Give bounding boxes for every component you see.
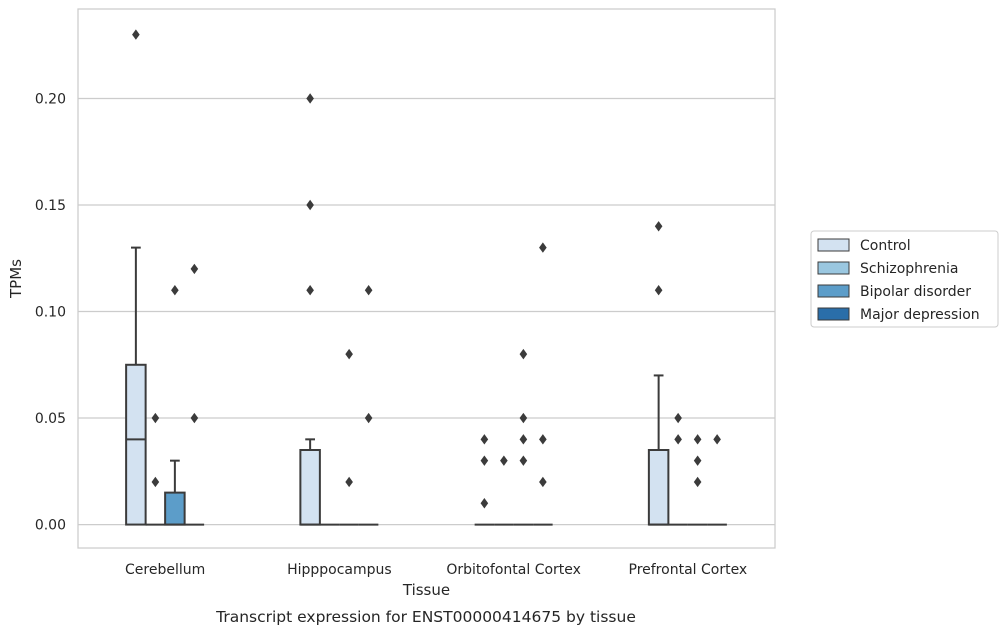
x-tick-labels: Cerebellum Hipppocampus Orbitofontal Corte… [125,562,747,578]
outlier-point [539,434,547,445]
box-group [164,285,186,526]
outlier-point [654,285,663,296]
box-group [184,263,205,526]
outlier-point [132,29,140,40]
box-group [145,412,166,526]
legend-swatch [817,238,850,252]
outlier-point [306,199,314,211]
legend-item: Bipolar disorder [817,284,971,300]
box-group [494,455,514,526]
y-tick-label: 0.00 [35,518,66,534]
box-group [474,434,495,526]
outlier-point [539,476,547,488]
box-group [687,434,708,526]
outlier-point [693,476,702,488]
legend-frame [810,230,999,328]
outlier-point [151,412,160,424]
outlier-point [364,412,373,424]
outlier-point [519,455,528,466]
y-tick-label: 0.15 [35,198,66,214]
legend-swatch [817,307,850,321]
legend-label: Control [860,238,911,254]
box-group [668,412,688,526]
legend-label: Bipolar disorder [860,284,971,300]
legend-items: Control Schizophrenia Bipolar disorder Majo… [817,238,980,323]
box-group [125,29,147,526]
outlier-point [713,434,721,445]
outlier-point [190,263,199,275]
box-group [647,221,670,526]
outlier-point [480,498,489,509]
box-group [358,285,379,526]
outlier-point [306,285,314,296]
box-group [707,434,727,526]
outlier-point [519,412,528,424]
y-tick-label: 0.05 [35,411,66,427]
outlier-point [151,476,160,488]
outlier-point [190,412,199,424]
box-group [339,348,359,526]
legend-item: Major depression [817,307,980,323]
gridlines [78,97,775,526]
outlier-point [480,434,489,445]
outlier-point [345,476,353,488]
outlier-point [345,348,353,360]
legend-swatch [817,261,850,275]
legend-label: Schizophrenia [860,261,958,277]
box-body [647,449,670,526]
y-tick-labels: 0.00 0.05 0.10 0.15 0.20 [35,91,66,533]
x-tick-label: Orbitofontal Cortex [446,562,581,578]
outlier-point [519,348,528,360]
chart-caption: Transcript expression for ENST0000041467… [215,608,636,626]
legend: Control Schizophrenia Bipolar disorder Majo… [810,230,999,328]
legend-item: Schizophrenia [817,261,958,277]
outlier-point [500,455,508,466]
box-group [513,348,534,526]
outlier-point [306,93,314,104]
outlier-point [674,434,682,445]
x-tick-label: Cerebellum [125,562,205,578]
y-axis-label: TPMs [7,259,25,299]
x-tick-label: Prefrontal Cortex [629,562,748,578]
box-body [299,449,321,526]
outlier-point [480,455,489,466]
box-body [164,491,186,526]
outlier-point [519,434,528,445]
outlier-point [654,221,663,232]
outlier-point [693,455,702,466]
outlier-point [539,242,547,253]
y-tick-label: 0.20 [35,91,66,107]
box-group [299,93,321,526]
outlier-point [693,434,702,445]
x-axis-label: Tissue [402,581,450,599]
x-tick-label: Hipppocampus [287,562,392,578]
box-body [125,363,147,526]
outlier-point [674,412,682,424]
legend-label: Major depression [860,307,980,323]
outlier-point [171,285,179,296]
y-tick-label: 0.10 [35,305,66,321]
box-group [533,242,553,526]
plot-frame [77,8,776,549]
legend-swatch [817,284,850,298]
boxes [125,29,727,526]
legend-item: Control [817,238,911,254]
outlier-point [364,285,373,296]
